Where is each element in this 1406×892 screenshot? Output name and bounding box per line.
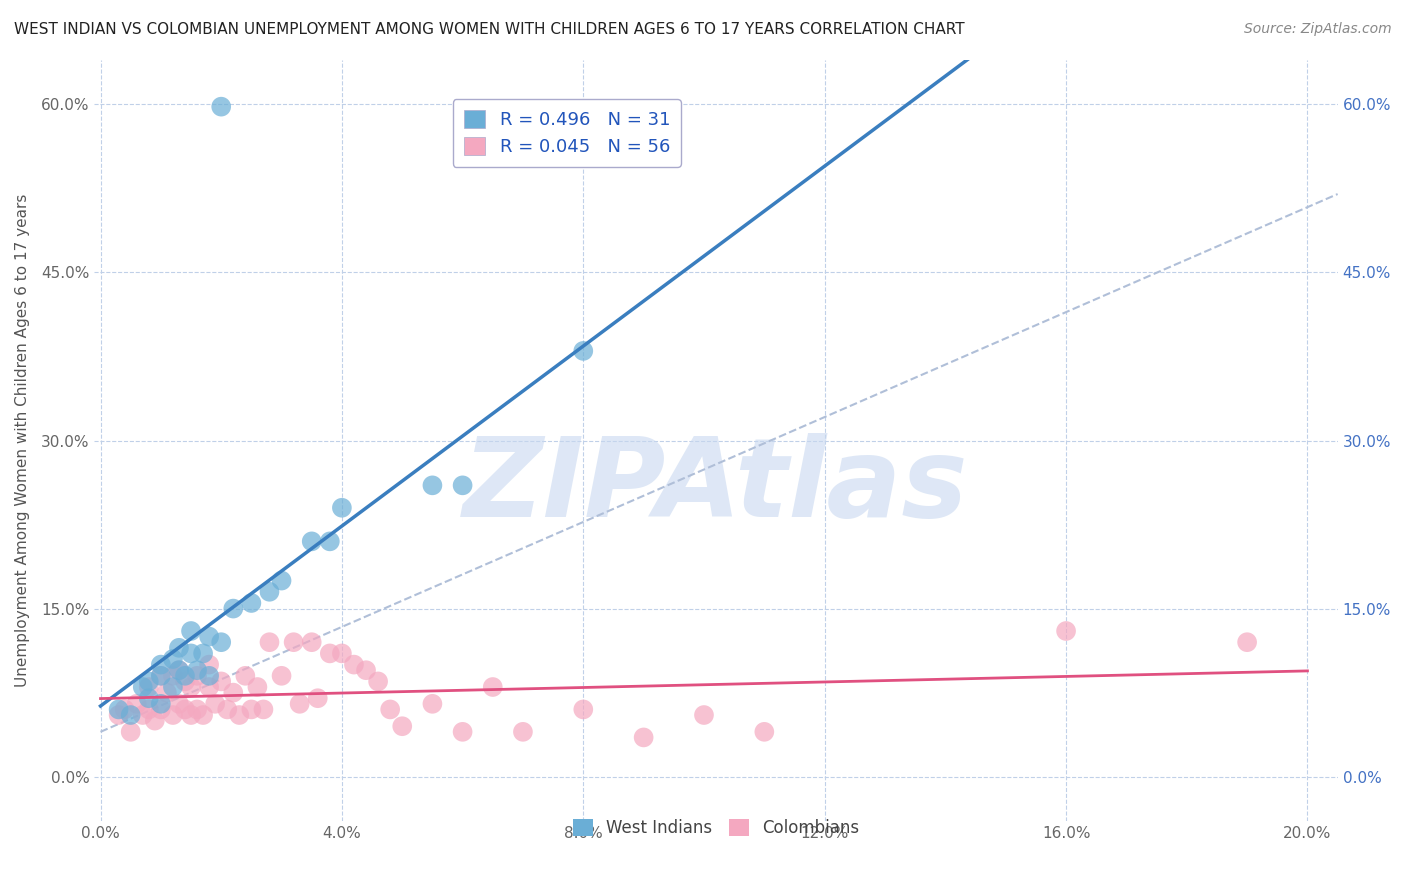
Point [481,680,503,694]
Point [114,702,136,716]
Point [198,680,221,694]
Point [240,596,263,610]
Point [143,714,166,728]
Point [162,680,184,694]
Point [149,697,172,711]
Point [149,669,172,683]
Point [107,702,129,716]
Point [451,478,474,492]
Point [204,697,226,711]
Point [180,680,202,694]
Point [209,674,232,689]
Point [233,669,256,683]
Point [162,708,184,723]
Point [1236,635,1258,649]
Point [191,708,214,723]
Point [209,100,232,114]
Point [167,640,190,655]
Point [319,534,342,549]
Point [120,724,142,739]
Point [330,647,353,661]
Point [138,674,160,689]
Point [259,584,281,599]
Legend: West Indians, Colombians: West Indians, Colombians [567,812,866,844]
Point [174,702,197,716]
Point [138,702,160,716]
Point [198,669,221,683]
Point [149,669,172,683]
Point [107,708,129,723]
Point [167,663,190,677]
Text: WEST INDIAN VS COLOMBIAN UNEMPLOYMENT AMONG WOMEN WITH CHILDREN AGES 6 TO 17 YEA: WEST INDIAN VS COLOMBIAN UNEMPLOYMENT AM… [14,22,965,37]
Point [512,724,534,739]
Point [174,674,197,689]
Point [186,702,208,716]
Text: Source: ZipAtlas.com: Source: ZipAtlas.com [1244,22,1392,37]
Point [228,708,250,723]
Point [132,680,155,694]
Point [572,702,595,716]
Point [319,647,342,661]
Point [174,669,197,683]
Point [252,702,274,716]
Point [138,691,160,706]
Point [198,657,221,672]
Point [162,652,184,666]
Point [180,647,202,661]
Point [180,708,202,723]
Text: ZIPAtlas: ZIPAtlas [464,433,969,540]
Point [149,657,172,672]
Point [451,724,474,739]
Point [270,574,292,588]
Point [167,663,190,677]
Point [156,685,179,699]
Point [186,669,208,683]
Point [307,691,329,706]
Point [1054,624,1077,638]
Point [270,669,292,683]
Point [120,708,142,723]
Point [301,635,323,649]
Point [167,697,190,711]
Point [422,478,444,492]
Y-axis label: Unemployment Among Women with Children Ages 6 to 17 years: Unemployment Among Women with Children A… [15,194,30,687]
Point [633,731,655,745]
Point [186,663,208,677]
Point [138,680,160,694]
Point [259,635,281,649]
Point [222,685,245,699]
Point [209,635,232,649]
Point [422,697,444,711]
Point [198,630,221,644]
Point [149,702,172,716]
Point [367,674,389,689]
Point [354,663,377,677]
Point [572,343,595,358]
Point [330,500,353,515]
Point [222,601,245,615]
Point [217,702,239,716]
Point [283,635,305,649]
Point [191,647,214,661]
Point [132,708,155,723]
Point [240,702,263,716]
Point [246,680,269,694]
Point [180,624,202,638]
Point [288,697,311,711]
Point [380,702,402,716]
Point [125,697,148,711]
Point [693,708,716,723]
Point [343,657,366,672]
Point [754,724,776,739]
Point [301,534,323,549]
Point [162,669,184,683]
Point [391,719,413,733]
